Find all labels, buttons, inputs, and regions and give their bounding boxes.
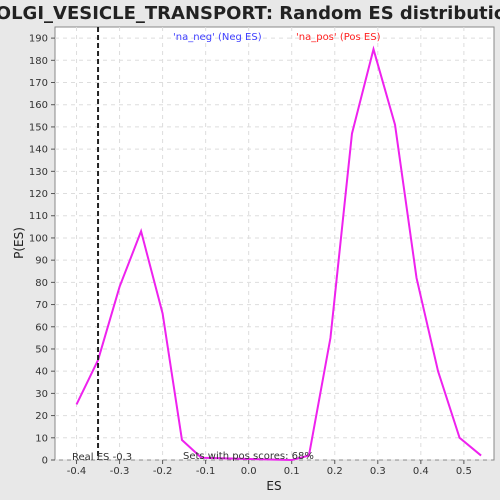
y-tick-label: 90 <box>35 256 48 267</box>
series-line <box>75 45 482 462</box>
y-tick-label: 0 <box>42 456 48 467</box>
y-tick-label: 100 <box>29 233 48 244</box>
y-tick-label: 50 <box>35 344 48 355</box>
y-tick-label: 160 <box>29 100 48 111</box>
y-tick-label: 150 <box>29 122 48 133</box>
y-tick-label: 10 <box>35 433 48 444</box>
y-axis-label: P(ES) <box>12 227 26 259</box>
x-tick-label: 0.4 <box>413 466 429 477</box>
x-tick-label: -0.3 <box>110 466 130 477</box>
y-tick-label: 70 <box>35 300 48 311</box>
y-tick-label: 60 <box>35 322 48 333</box>
x-axis-label: ES <box>266 479 281 493</box>
chart-title: GOLGI_VESICLE_TRANSPORT: Random ES distr… <box>0 3 500 24</box>
y-tick-label: 190 <box>29 34 48 45</box>
x-tick-label: 0.3 <box>370 466 386 477</box>
x-tick-label: 0.2 <box>327 466 343 477</box>
x-tick-label: -0.4 <box>67 466 87 477</box>
x-tick-label: 0.5 <box>456 466 472 477</box>
pos-scores-label: Sets with pos scores: 68% <box>183 451 314 462</box>
y-tick-label: 20 <box>35 411 48 422</box>
x-tick-label: -0.2 <box>153 466 173 477</box>
y-tick-label: 170 <box>29 78 48 89</box>
y-tick-label: 110 <box>29 211 48 222</box>
plot-area <box>54 26 495 461</box>
x-tick-label: -0.1 <box>196 466 216 477</box>
y-tick-label: 40 <box>35 367 48 378</box>
legend-pos-es: 'na_pos' (Pos ES) <box>296 32 381 43</box>
y-tick-label: 130 <box>29 167 48 178</box>
x-tick-label: 0.1 <box>284 466 300 477</box>
y-tick-label: 120 <box>29 189 48 200</box>
legend-neg-es: 'na_neg' (Neg ES) <box>173 32 262 43</box>
x-tick-label: 0.0 <box>241 466 257 477</box>
y-axis: 0 10 20 30 40 50 60 70 80 90 100 110 120 130 140 150 160… <box>29 34 55 467</box>
x-axis: -0.4 -0.3 -0.2 -0.1 0.0 0.1 0.2 0.3 0.4 0.5 <box>67 460 472 477</box>
y-tick-label: 180 <box>29 56 48 67</box>
y-tick-label: 30 <box>35 389 48 400</box>
real-es-label: Real ES -0.3 <box>72 452 132 463</box>
y-tick-label: 140 <box>29 145 48 156</box>
y-tick-label: 80 <box>35 278 48 289</box>
grid-lines <box>55 27 494 461</box>
